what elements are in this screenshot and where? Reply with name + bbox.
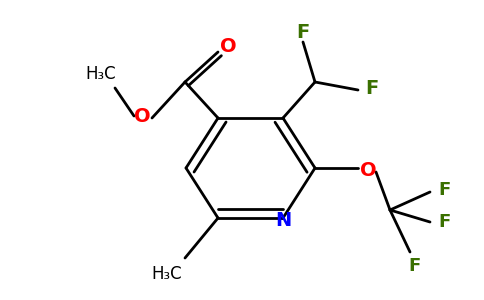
Text: H₃C: H₃C	[151, 265, 182, 283]
Text: O: O	[360, 160, 377, 179]
Text: N: N	[275, 211, 291, 230]
Text: F: F	[408, 257, 420, 275]
Text: H₃C: H₃C	[86, 65, 116, 83]
Text: F: F	[438, 213, 450, 231]
Text: O: O	[134, 106, 151, 125]
Text: O: O	[220, 37, 236, 56]
Text: F: F	[365, 79, 378, 98]
Text: F: F	[296, 22, 310, 41]
Text: F: F	[438, 181, 450, 199]
